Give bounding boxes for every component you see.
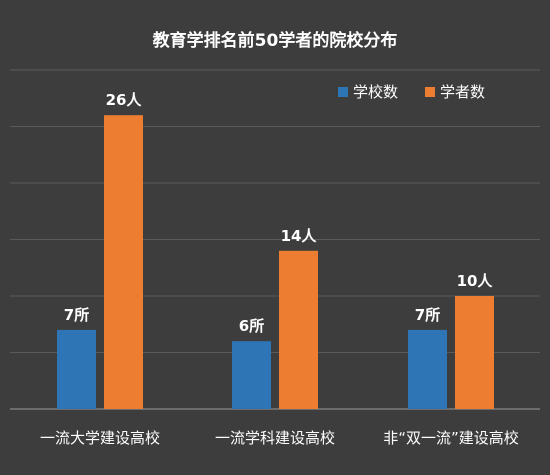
legend-label: 学校数 xyxy=(353,83,398,101)
gridlines xyxy=(10,69,540,410)
bar-scholars-1 xyxy=(104,115,143,409)
data-label: 26人 xyxy=(106,91,143,109)
bar-schools-3 xyxy=(408,329,447,409)
bar-scholars-2 xyxy=(279,250,318,409)
bar-schools-2 xyxy=(232,341,271,409)
chart-title: 教育学排名前50学者的院校分布 xyxy=(152,30,398,51)
bars xyxy=(57,115,494,409)
category-labels: 一流大学建设高校 一流学科建设高校 非“双一流”建设高校 xyxy=(40,429,519,447)
data-label: 7所 xyxy=(64,306,89,324)
data-label: 10人 xyxy=(457,272,494,290)
legend-label: 学者数 xyxy=(440,83,485,101)
data-label: 6所 xyxy=(239,317,264,335)
legend: 学校数 学者数 xyxy=(338,83,485,101)
bar-scholars-3 xyxy=(455,296,494,409)
bar-schools-1 xyxy=(57,329,96,409)
data-labels: 7所 26人 6所 14人 7所 10人 xyxy=(64,91,494,335)
category-label: 一流学科建设高校 xyxy=(215,429,335,447)
legend-swatch xyxy=(338,87,348,97)
category-label: 非“双一流”建设高校 xyxy=(383,429,519,447)
category-label: 一流大学建设高校 xyxy=(40,429,160,447)
legend-swatch xyxy=(425,87,435,97)
data-label: 14人 xyxy=(281,227,318,245)
data-label: 7所 xyxy=(415,306,440,324)
